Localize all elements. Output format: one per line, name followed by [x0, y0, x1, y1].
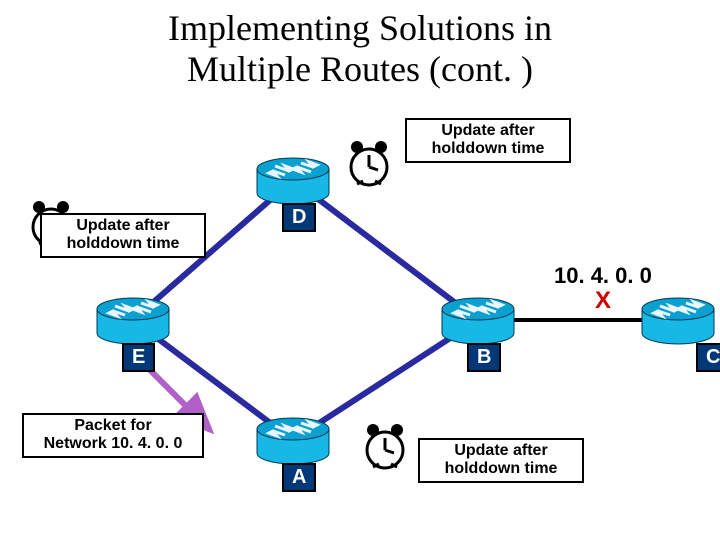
callout-e-line1: Update after: [76, 217, 169, 234]
callout-a-line2: holddown time: [445, 460, 558, 477]
callout-a-line1: Update after: [454, 442, 547, 459]
router-label-a: A: [282, 463, 316, 492]
router-c: [640, 295, 716, 345]
callout-p-line2: Network 10. 4. 0. 0: [44, 435, 183, 452]
router-label-b: B: [467, 343, 501, 372]
callout-update-d: Update after holddown time: [405, 118, 571, 163]
router-label-e: E: [122, 343, 155, 372]
callout-packet: Packet for Network 10. 4. 0. 0: [22, 413, 204, 458]
router-e: [95, 295, 171, 345]
router-label-d: D: [282, 203, 316, 232]
callout-d-line2: holddown time: [432, 140, 545, 157]
slide-title: Implementing Solutions in Multiple Route…: [0, 8, 720, 91]
title-line-1: Implementing Solutions in: [168, 8, 552, 48]
clock-icon-d: [343, 137, 395, 189]
network-address-label: 10. 4. 0. 0: [554, 263, 652, 289]
callout-update-e: Update after holddown time: [40, 213, 206, 258]
broken-link-x-icon: X: [595, 287, 611, 315]
router-a: [255, 415, 331, 465]
callout-e-line2: holddown time: [67, 235, 180, 252]
router-d: [255, 155, 331, 205]
clock-icon-a: [359, 420, 411, 472]
callout-update-a: Update after holddown time: [418, 438, 584, 483]
title-line-2: Multiple Routes (cont. ): [187, 49, 533, 89]
callout-p-line1: Packet for: [74, 417, 151, 434]
router-label-c: C: [696, 343, 720, 372]
callout-d-line1: Update after: [441, 122, 534, 139]
router-b: [440, 295, 516, 345]
